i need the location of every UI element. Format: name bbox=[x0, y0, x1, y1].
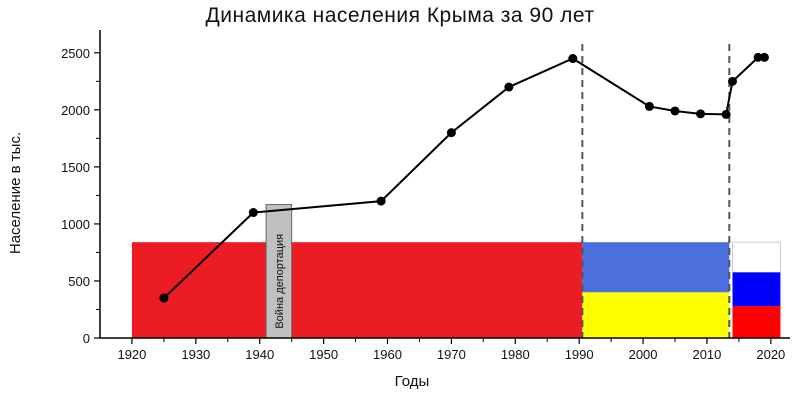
x-tick-label: 2000 bbox=[629, 347, 658, 362]
axis-labels: Годы Население в тыс. bbox=[7, 132, 429, 390]
y-axis-title: Население в тыс. bbox=[7, 132, 24, 254]
y-tick-label: 2500 bbox=[61, 46, 90, 61]
x-tick-label: 1990 bbox=[565, 347, 594, 362]
series-group bbox=[159, 52, 769, 303]
y-tick-label: 500 bbox=[68, 274, 90, 289]
background-blocks bbox=[131, 241, 781, 338]
data-point bbox=[568, 54, 578, 64]
data-point bbox=[644, 101, 654, 111]
y-tick-label: 0 bbox=[83, 331, 90, 346]
data-point bbox=[696, 109, 706, 119]
background-block-3 bbox=[732, 241, 781, 273]
data-point bbox=[248, 208, 258, 218]
y-tick-label: 1000 bbox=[61, 217, 90, 232]
x-tick-label: 1970 bbox=[437, 347, 466, 362]
axes: 1920 1930 1940 1950 1960 1970 1980 1990 2000 2010… bbox=[61, 30, 790, 362]
annotation-label: Война депортация bbox=[274, 234, 286, 329]
x-tick-label: 1980 bbox=[501, 347, 530, 362]
x-tick-label: 1950 bbox=[309, 347, 338, 362]
annotation-bar bbox=[265, 204, 293, 339]
data-point bbox=[446, 128, 456, 138]
annotation-group: Война депортация bbox=[265, 204, 293, 339]
data-point bbox=[753, 52, 763, 62]
background-block-0 bbox=[131, 242, 583, 338]
x-tick-label: 1940 bbox=[245, 347, 274, 362]
x-tick-label: 1930 bbox=[181, 347, 210, 362]
y-tick-label: 2000 bbox=[61, 103, 90, 118]
chart-title: Динамика населения Крыма за 90 лет bbox=[205, 4, 595, 27]
x-tick-label: 1920 bbox=[117, 347, 146, 362]
background-block-2 bbox=[582, 292, 730, 338]
data-point bbox=[670, 106, 680, 116]
data-point bbox=[159, 293, 169, 303]
background-block-4 bbox=[732, 272, 781, 307]
x-axis-title: Годы bbox=[395, 373, 430, 390]
data-point bbox=[376, 196, 386, 206]
data-point bbox=[721, 109, 731, 119]
x-tick-label: 2010 bbox=[692, 347, 721, 362]
data-point bbox=[728, 76, 737, 86]
x-tick-label: 1960 bbox=[373, 347, 402, 362]
background-block-5 bbox=[732, 306, 781, 338]
x-tick-label: 2020 bbox=[756, 347, 785, 362]
data-point bbox=[504, 82, 514, 92]
data-point bbox=[759, 52, 769, 62]
y-tick-label: 1500 bbox=[61, 160, 90, 175]
background-block-1 bbox=[582, 242, 730, 293]
